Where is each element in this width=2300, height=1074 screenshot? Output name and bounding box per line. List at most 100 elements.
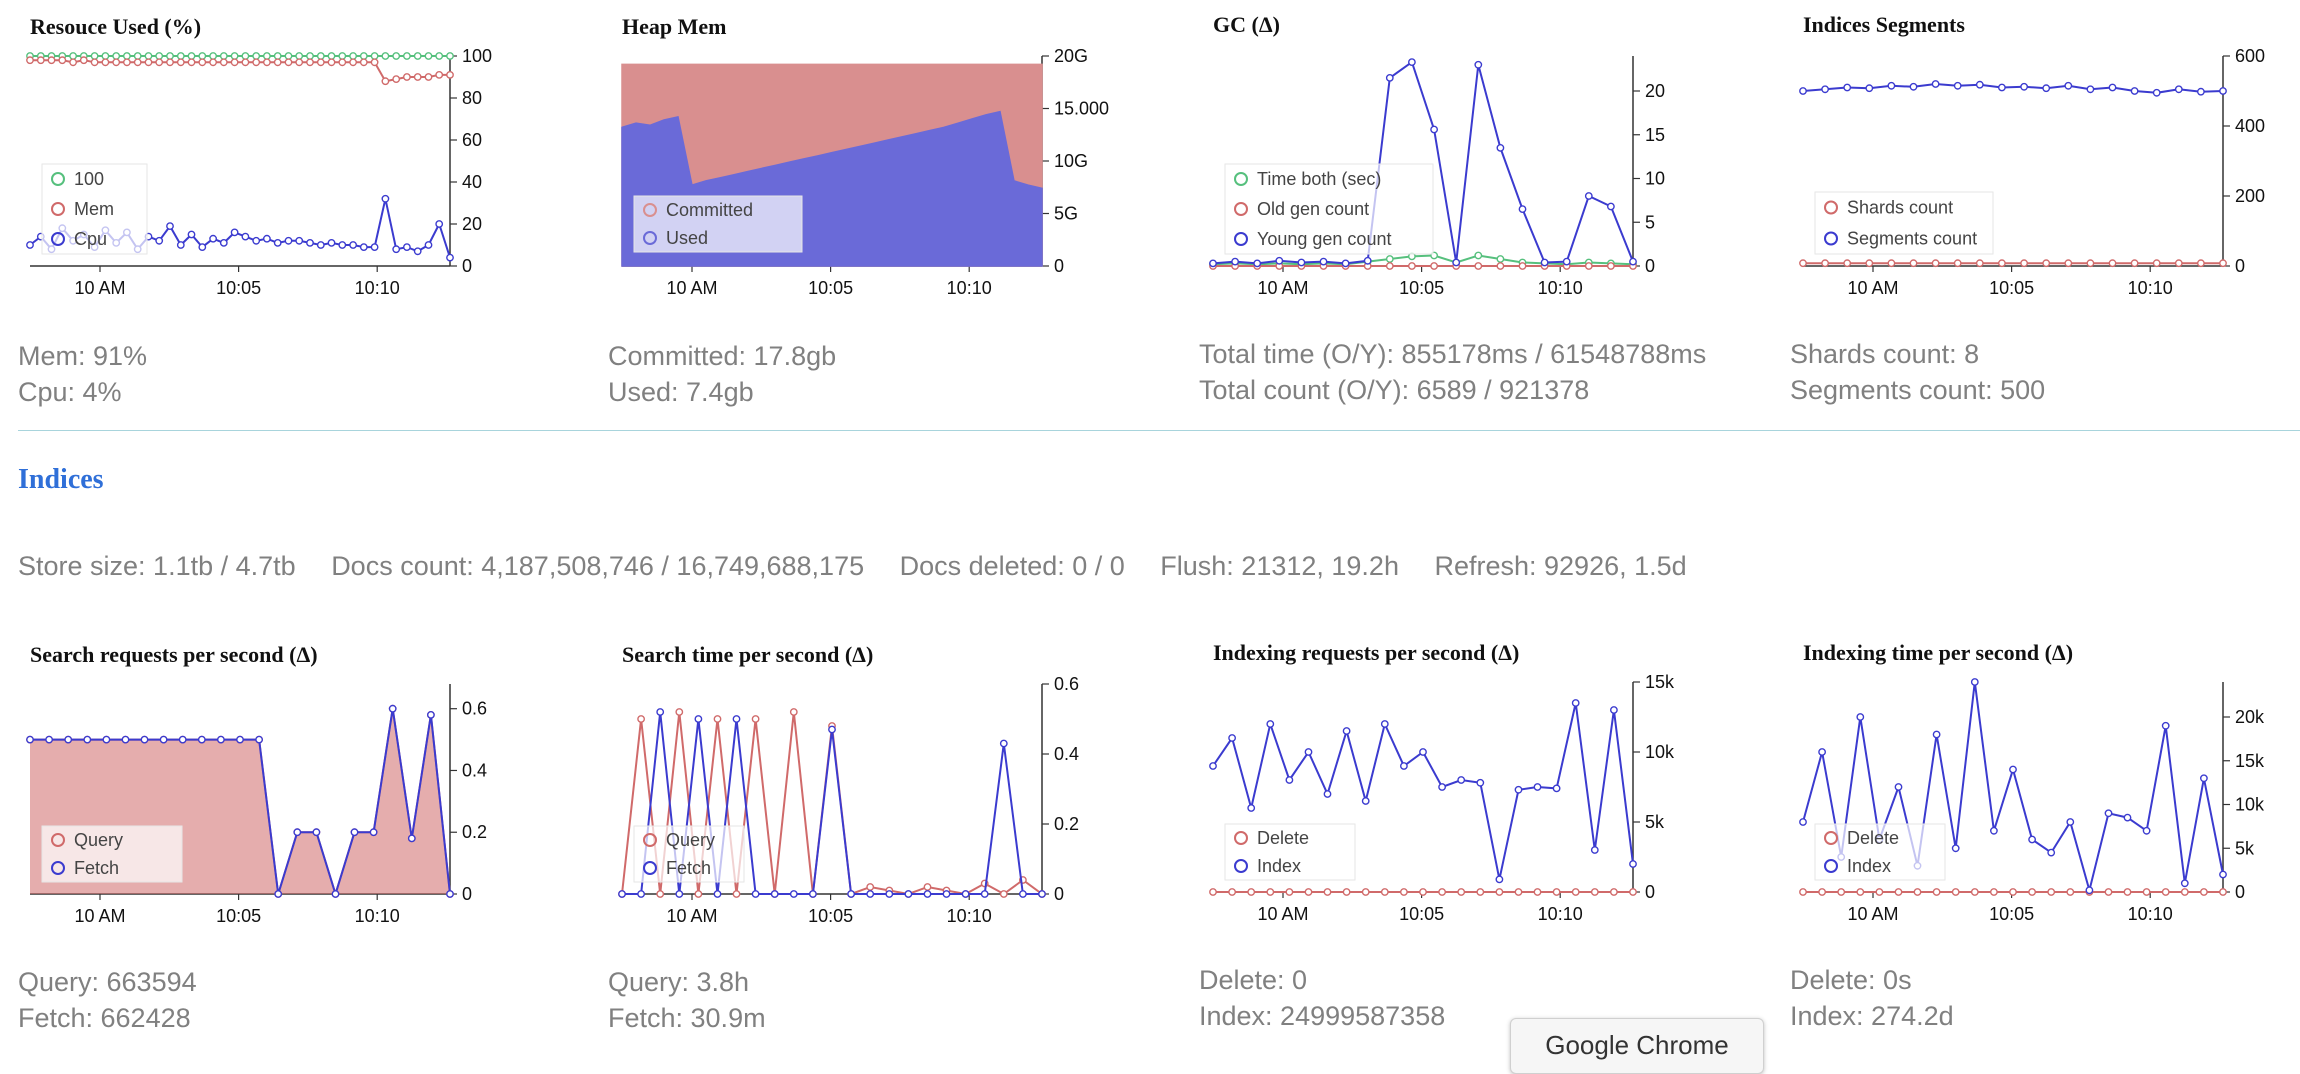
point — [732, 890, 741, 898]
point — [1932, 888, 1941, 896]
point — [446, 253, 454, 262]
stat-heap-committed: Committed: 17.8gb — [608, 341, 837, 371]
point — [1419, 748, 1427, 756]
point — [133, 52, 142, 60]
point — [866, 883, 875, 891]
y-tick-label: 0 — [1054, 256, 1064, 276]
point — [2174, 259, 2183, 268]
y-tick-label: 5 — [1645, 212, 1655, 232]
point — [1285, 888, 1294, 896]
point — [2161, 721, 2170, 730]
point — [1875, 888, 1884, 896]
summary-store-size: Store size: 1.1tb / 4.7tb — [18, 551, 296, 581]
stat-search-req-fetch: Fetch: 662428 — [18, 1003, 191, 1033]
chart-title-segments: Indices Segments — [1803, 12, 1965, 37]
point — [1266, 720, 1275, 728]
point — [1285, 776, 1294, 784]
point — [1609, 706, 1618, 714]
point — [273, 52, 282, 60]
point — [1419, 888, 1427, 896]
point — [2130, 259, 2139, 268]
point — [2020, 259, 2029, 268]
stat-index-time-delete: Delete: 0s — [1790, 965, 1912, 995]
point — [713, 890, 722, 898]
point — [1552, 888, 1561, 896]
legend-label: Delete — [1847, 828, 1899, 848]
point — [2104, 809, 2113, 818]
point — [2180, 888, 2189, 896]
point — [1342, 888, 1351, 896]
chart-heap: 0 5G 10G 15.000 20G 10 AM 10:05 10:10 Committed U… — [621, 46, 1109, 298]
point — [446, 70, 454, 79]
point — [1341, 259, 1350, 268]
point — [102, 735, 111, 744]
point — [1799, 259, 1807, 268]
legend-label: Fetch — [74, 858, 119, 878]
point — [1843, 259, 1852, 268]
x-tick-label: 10:05 — [1399, 904, 1444, 924]
point — [980, 890, 989, 898]
x-tick-label: 10:05 — [1989, 278, 2034, 298]
legend-marker — [1824, 859, 1838, 873]
point — [187, 230, 196, 239]
point — [241, 58, 250, 67]
y-tick-label: 10k — [2235, 795, 2265, 815]
point — [1931, 80, 1940, 88]
x-tick-label: 10:10 — [2128, 904, 2173, 924]
chart-search-requests: 0 0.2 0.4 0.6 10 AM 10:05 10:10 Query Fetch — [26, 684, 487, 926]
google-chrome-tooltip[interactable]: Google Chrome — [1510, 1018, 1764, 1074]
point — [1887, 81, 1896, 90]
point — [79, 56, 88, 65]
point — [1496, 262, 1505, 270]
point — [1304, 888, 1313, 896]
legend-box — [1224, 163, 1434, 255]
point — [1380, 888, 1389, 896]
point — [198, 52, 207, 60]
point — [656, 708, 665, 716]
point — [1856, 888, 1865, 896]
point — [90, 58, 99, 67]
point — [1590, 846, 1599, 854]
y-tick-label: 80 — [462, 88, 482, 108]
point — [316, 241, 325, 249]
point — [2086, 85, 2095, 94]
point — [1438, 783, 1447, 791]
point — [637, 715, 646, 723]
summary-refresh: Refresh: 92926, 1.5d — [1434, 551, 1687, 581]
legend-marker — [51, 202, 65, 216]
legend-box — [41, 825, 183, 883]
y-tick-label: 0.2 — [462, 822, 487, 842]
point — [2047, 848, 2056, 857]
summary-docs-count: Docs count: 4,187,508,746 / 16,749,688,1… — [331, 551, 865, 581]
point — [350, 828, 359, 837]
point — [1407, 262, 1416, 270]
legend-marker — [1234, 232, 1248, 246]
x-tick-label: 10:05 — [808, 906, 853, 926]
chart-indexing-requests: 0 5k 10k 15k 10 AM 10:05 10:10 Delete Index — [1209, 672, 1675, 924]
legend-marker — [643, 231, 657, 245]
y-tick-label: 60 — [462, 130, 482, 150]
point — [866, 890, 875, 898]
point — [413, 247, 422, 256]
point — [101, 58, 110, 67]
point — [1865, 84, 1874, 93]
legend-marker — [1824, 200, 1838, 215]
y-tick-label: 10k — [1645, 742, 1675, 762]
legend-marker — [1234, 172, 1248, 186]
point — [369, 828, 378, 837]
chart-title-search-time: Search time per second (Δ) — [622, 642, 874, 667]
chart-title-heap: Heap Mem — [622, 14, 727, 39]
point — [58, 56, 67, 65]
point — [176, 241, 185, 249]
y-tick-label: 20G — [1054, 46, 1088, 66]
y-tick-label: 0.4 — [462, 760, 487, 780]
point — [295, 52, 304, 60]
point — [166, 222, 174, 231]
point — [1514, 888, 1523, 896]
point — [808, 890, 817, 898]
legend-marker — [1824, 231, 1838, 246]
point — [1430, 125, 1439, 134]
point — [1361, 797, 1370, 805]
legend-label: Fetch — [666, 858, 711, 878]
section-divider — [18, 430, 2300, 431]
